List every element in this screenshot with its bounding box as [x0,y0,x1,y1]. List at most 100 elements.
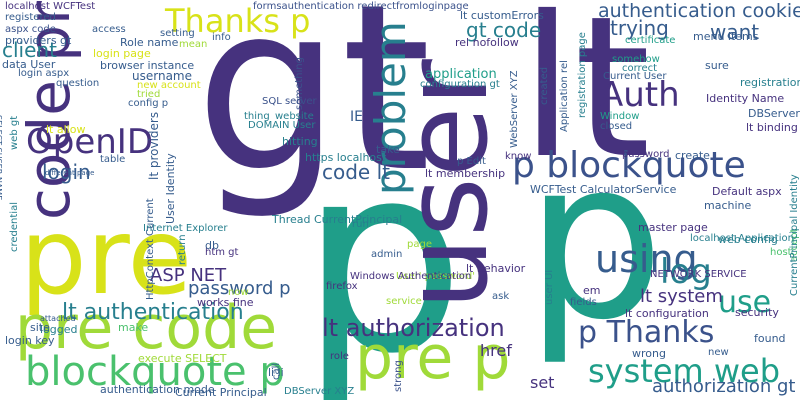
word-sql-server: SQL server [262,96,317,107]
word-rel-nofollow: rel nofollow [455,36,519,49]
word-href: href [480,341,512,360]
word-use: use [718,285,772,320]
word-attached: attached [40,314,76,323]
word-system-web: system web [588,352,781,390]
word-configuration-gt: configuration gt [420,79,500,90]
word-certificate: certificate [625,35,676,46]
word-formsauthentication-redirect: formsauthentication redirectfromloginpag… [253,1,469,12]
word-pre: pre [20,196,193,318]
word-lt-configuration: lt configuration [625,307,709,320]
word-gt: gt [195,0,432,223]
word-authentication-cookie: authentication cookie [598,0,800,22]
word-ask: ask [492,291,510,302]
word-user-ui: user UI [544,269,555,305]
word-role-name: Role name [120,36,179,49]
word-p: p [525,112,665,368]
word-lt-membership: lt membership [425,167,506,180]
word-user-password: User' password' [396,271,475,282]
word-different-page: different page [45,169,95,177]
word-set: set [530,373,555,392]
word-site: site [30,321,50,334]
word-web-gt: web gt [9,115,20,150]
word-firefox: firefox [326,281,358,292]
word-dbserver: DBServer [748,107,800,120]
word-login-key: login key [5,334,55,347]
word-something: something [294,57,305,110]
word-machine: machine [704,199,752,212]
word-gt-code: gt code [466,18,542,42]
word-currentprincipal-identity: CurrentPrincipal Identity [789,174,800,296]
word-aspx-code: aspx code [5,24,56,35]
word-ie: IE [350,109,363,125]
word-registration: registration [740,76,800,89]
word-log: log [660,252,712,292]
word-page: page [407,239,432,250]
word-access: access [92,24,126,35]
word-asp-net: ASP NET [150,265,227,286]
word-domain-user: DOMAIN User [248,120,316,131]
word-security: security [735,306,779,319]
word-lt-authorization: lt authorization [322,314,505,342]
word-localhost-app: localhost Application [690,233,794,244]
word-authentication-mode: authentication mode [100,383,215,396]
word-lt-authentication: lt authentication [62,300,244,325]
word-window: Window [600,111,640,122]
word-credential: credential [9,202,20,252]
word-p-edit: p Edit [457,156,486,167]
word-dbserver-xyz: DBServer XYZ [284,386,355,397]
word-client: client [2,38,57,62]
word-p-blockquote: p blockquote [512,145,746,186]
word-code-lt: code lt [322,160,390,184]
word-web-config: web config [718,233,778,246]
word-current-user: Current User [603,71,667,82]
word-db: db [205,239,219,252]
word-trying: trying [610,16,669,40]
word-lt: lt [520,0,651,201]
word-identity-name: Identity Name [706,92,785,105]
word-lt-customerrors: lt customErrors [460,9,544,22]
word-user-identity: User Identity [164,153,177,224]
word-htm-gt: htm gt [205,247,239,258]
word-menu-items: menu items [693,30,759,43]
word-windows-authentication: Windows Authentication [350,271,472,282]
word-lt-providers: lt providers [147,111,161,180]
word-em: em [583,284,601,297]
word-return: return [177,234,188,265]
word-application-rel: Application rel [559,60,570,132]
word-closed: closed [600,121,633,132]
word-info: info [212,32,231,43]
word-thanks-p: Thanks p [165,2,311,40]
word-master-page: master page [638,221,708,234]
word-thread-currentprincipal: Thread CurrentPrincipal [272,213,403,226]
word-now: now [228,287,249,298]
word-table: table [100,154,126,165]
word-li-li: li li [268,366,284,379]
word-browser-instance: browser instance [100,59,195,72]
word-website: website [275,111,314,122]
word-providers-gt: providers gt [5,34,72,47]
word-sure: sure [705,59,729,72]
word-webserver-xyz: WebServer XYZ [509,70,520,148]
word-logged: logged [40,323,78,336]
word-create: create [675,149,710,162]
word-password-p: password p [188,278,291,299]
word-https-localhost: https localhost [305,151,387,164]
word-fields: fields [570,297,597,308]
word-works-fine: works fine [197,296,254,309]
word-strong: strong [393,360,404,392]
word-auth: Auth [600,75,680,115]
word-somehow: somehow [612,54,660,65]
word-correct: correct [622,63,658,74]
word-login: login [42,160,91,184]
word-setting: setting [160,28,195,39]
word-lt-behavior: lt behavior [466,262,526,275]
word-service: service [386,296,422,307]
word-default-aspx: Default aspx [712,185,782,198]
word-know: know [505,151,532,162]
word-login-page: login page [93,47,151,60]
word-pre-code: pre code [15,293,278,363]
word-internet-explorer: Internet Explorer [143,223,228,234]
word-current-principal: Current Principal [175,386,267,399]
word-lt-allow: lt allow [46,123,86,136]
word-wrong: wrong [632,347,666,360]
